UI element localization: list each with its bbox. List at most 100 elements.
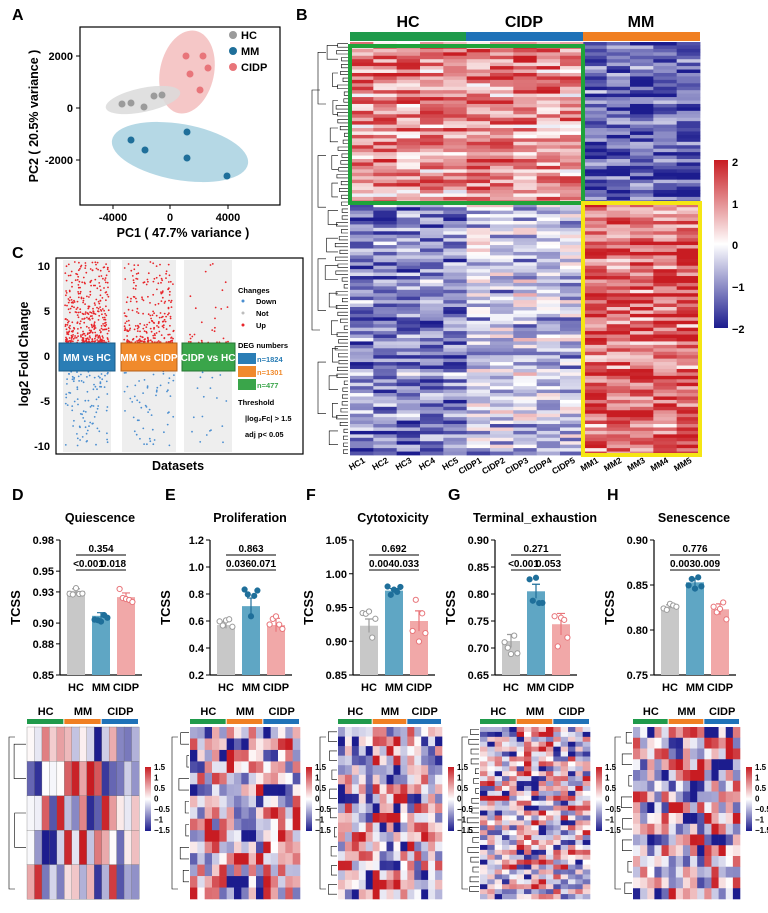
heatmap-cell bbox=[630, 307, 654, 311]
heatmap-cell bbox=[443, 300, 468, 304]
heatmap-cell bbox=[285, 727, 293, 739]
heatmap-cell bbox=[487, 805, 495, 811]
heatmap-cell bbox=[443, 437, 468, 442]
heatmap-cell bbox=[490, 427, 514, 432]
heatmap-cell bbox=[653, 437, 678, 442]
heatmap-cell bbox=[560, 231, 584, 236]
heatmap-cell bbox=[396, 90, 421, 95]
heatmap-cell bbox=[606, 320, 631, 325]
heatmap-cell bbox=[536, 189, 561, 194]
heatmap-cell bbox=[234, 830, 242, 842]
heatmap-cell bbox=[531, 741, 539, 747]
heatmap-cell bbox=[71, 830, 80, 866]
heatmap-cell bbox=[653, 131, 678, 136]
heatmap-cell bbox=[490, 79, 514, 84]
heatmap-cell bbox=[350, 48, 374, 53]
scale-tick: 0 bbox=[605, 795, 610, 804]
heatmap-cell bbox=[583, 100, 608, 105]
heatmap-cell bbox=[396, 355, 421, 360]
heatmap-cell bbox=[372, 803, 380, 814]
heatmap-cell bbox=[396, 169, 421, 174]
heatmap-cell bbox=[373, 362, 398, 366]
heatmap-cell bbox=[538, 751, 547, 757]
heatmap-cell bbox=[653, 372, 678, 377]
heatmap-cell bbox=[466, 379, 491, 384]
volcano-point-up bbox=[132, 279, 135, 282]
volcano-point-up bbox=[136, 327, 139, 330]
sample-dot bbox=[422, 630, 429, 637]
heatmap-cell bbox=[443, 217, 468, 222]
heatmap-cell bbox=[583, 97, 608, 101]
heatmap-cell bbox=[560, 795, 569, 802]
heatmap-cell bbox=[197, 853, 205, 865]
volcano-point-down bbox=[81, 436, 84, 438]
heatmap-cell bbox=[513, 410, 538, 415]
volcano-point-up bbox=[98, 282, 101, 284]
heatmap-cell bbox=[640, 877, 648, 889]
sample-labels: HC1 HC2 HC3 HC4 HC5CIDP1CIDP2CIDP3CIDP4CIDP5… bbox=[347, 455, 694, 476]
heatmap-cell bbox=[538, 835, 547, 841]
volcano-point-up bbox=[76, 314, 79, 316]
heatmap-cell bbox=[606, 76, 631, 81]
pca-ticks bbox=[76, 55, 229, 209]
heatmap-cells bbox=[350, 42, 701, 456]
heatmap-cell bbox=[560, 131, 584, 136]
heatmap-cell bbox=[536, 128, 561, 132]
heatmap-cell bbox=[443, 245, 468, 249]
volcano-point-up bbox=[103, 318, 105, 321]
heatmap-cell bbox=[630, 103, 654, 108]
heatmap-cell bbox=[494, 746, 503, 752]
volcano-point-up bbox=[106, 337, 109, 339]
heatmap-cell bbox=[560, 406, 584, 411]
heatmap-cell bbox=[396, 97, 421, 101]
heatmap-cell bbox=[653, 348, 678, 353]
heatmap-cell bbox=[400, 736, 408, 747]
volcano-point-up bbox=[126, 339, 129, 341]
comparison-label: MM vs HC bbox=[63, 353, 111, 364]
heatmap-cell bbox=[630, 55, 654, 60]
heatmap-cell bbox=[647, 737, 655, 749]
volcano-point-up bbox=[189, 295, 192, 298]
heatmap-cell bbox=[630, 248, 654, 253]
heatmap-cell bbox=[676, 76, 701, 81]
heatmap-cell bbox=[350, 214, 374, 218]
heatmap-cell bbox=[536, 76, 561, 81]
heatmap-cell bbox=[490, 131, 514, 136]
heatmap-cell bbox=[108, 864, 118, 900]
heatmap-cell bbox=[101, 795, 110, 831]
heatmap-cell bbox=[466, 169, 491, 174]
heatmap-cell bbox=[365, 889, 373, 900]
heatmap-cell bbox=[725, 737, 734, 749]
heatmap-cell bbox=[513, 289, 538, 294]
volcano-point-up bbox=[88, 296, 90, 298]
heatmap-cell bbox=[365, 860, 373, 871]
heatmap-cell bbox=[568, 751, 576, 757]
heatmap-cell bbox=[690, 856, 698, 868]
heatmap-cell bbox=[606, 207, 631, 212]
heatmap-cell bbox=[606, 189, 631, 194]
heatmap-cell bbox=[509, 785, 517, 792]
heatmap-cell bbox=[256, 761, 264, 774]
volcano-point-up bbox=[140, 340, 142, 343]
heatmap-cell bbox=[443, 286, 468, 291]
group-label: MM bbox=[677, 706, 695, 718]
heatmap-cell bbox=[653, 375, 678, 380]
heatmap-cell bbox=[606, 444, 631, 449]
heatmap-cell bbox=[443, 193, 468, 198]
heatmap-cell bbox=[443, 203, 468, 208]
x-tick-label: HC bbox=[361, 682, 377, 694]
volcano-point-up bbox=[102, 323, 104, 325]
volcano-point-down bbox=[76, 444, 79, 447]
heatmap-cell bbox=[568, 756, 576, 762]
heatmap-cell bbox=[524, 854, 532, 860]
heatmap-cell bbox=[379, 755, 387, 766]
heatmap-cell bbox=[513, 265, 538, 270]
heatmap-cell bbox=[560, 382, 584, 387]
heatmap-cell bbox=[480, 776, 488, 782]
heatmap-cell bbox=[396, 307, 421, 311]
heatmap-cell bbox=[443, 289, 468, 294]
heatmap-cell bbox=[71, 864, 80, 900]
heatmap-cell bbox=[466, 289, 491, 294]
p-value: 0.003 bbox=[670, 559, 695, 570]
volcano-point-up bbox=[91, 315, 93, 317]
